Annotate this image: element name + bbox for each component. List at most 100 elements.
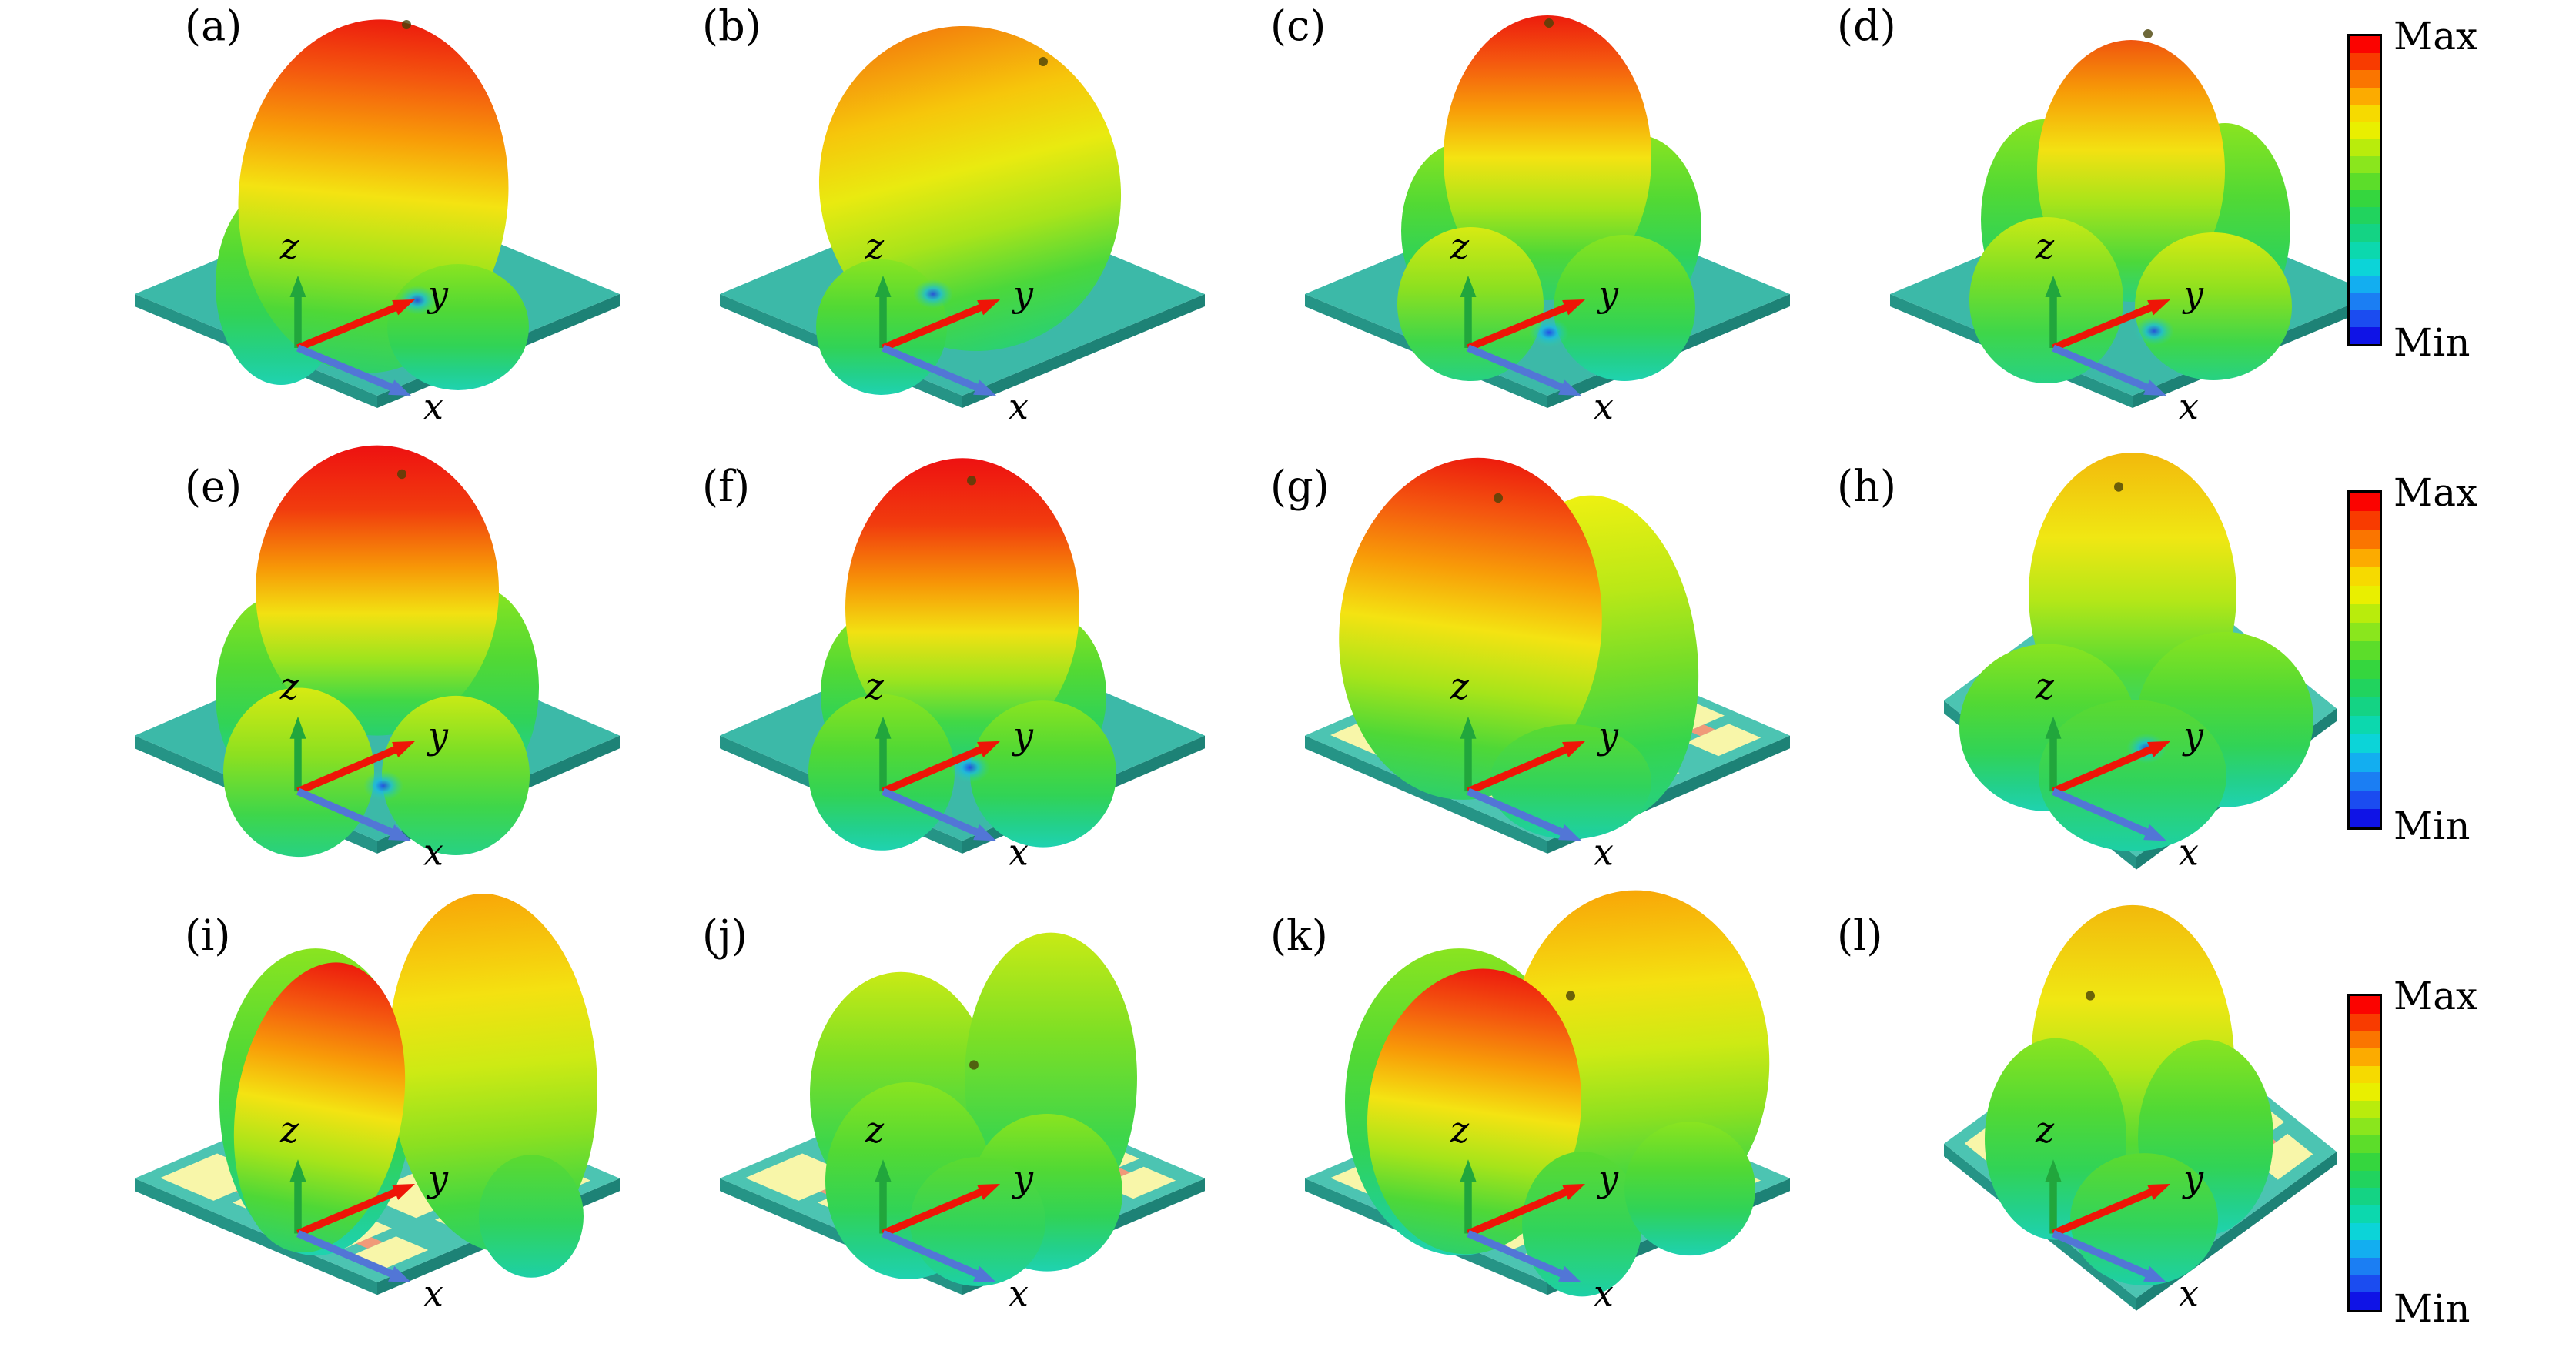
axis-triad: z y x [2035, 666, 2204, 874]
x-axis-arrow [882, 787, 996, 841]
y-axis-label: y [427, 273, 449, 315]
z-axis-arrow [289, 276, 306, 348]
z-axis-label: z [865, 666, 885, 708]
colorbar-row-1: Max Min [2347, 17, 2576, 388]
apex-dot [1494, 493, 1503, 503]
colorbar-min-label: Min [2394, 320, 2471, 365]
y-axis-label: y [427, 1158, 449, 1200]
y-axis-label: y [1597, 715, 1618, 757]
panel-a: z y x (a) [69, 0, 654, 431]
z-axis-label: z [279, 226, 299, 267]
radiation-lobe [1624, 1122, 1755, 1256]
y-axis-label: y [427, 715, 448, 757]
colorbar-band [2350, 1065, 2380, 1084]
panel-f: z y x (f) [654, 431, 1239, 878]
z-axis-label: z [865, 1108, 885, 1151]
panel-label: (a) [185, 2, 242, 50]
colorbar-max-label: Max [2394, 14, 2478, 59]
colorbar-max-label: Max [2394, 974, 2478, 1018]
axis-triad: z y x [279, 1108, 449, 1314]
colorbar-band [2350, 1205, 2380, 1223]
colorbar-band [2350, 771, 2380, 791]
axis-triad: z y x [865, 226, 1034, 427]
z-axis-arrow [875, 276, 892, 348]
colorbar-band [2350, 104, 2380, 122]
y-axis-arrow [1467, 299, 1585, 352]
colorbar-band [2350, 70, 2380, 88]
x-axis-arrow [296, 787, 411, 841]
colorbar-max-label: Max [2394, 470, 2478, 515]
panel-label: (c) [1270, 2, 1326, 50]
panel-label: (b) [702, 2, 761, 50]
radiation-lobe [2039, 700, 2226, 851]
y-axis-arrow [2052, 299, 2170, 352]
z-axis-arrow [2045, 276, 2062, 348]
colorbar-band [2350, 678, 2380, 697]
colorbar-band [2350, 567, 2380, 586]
x-axis-label: x [1009, 386, 1029, 427]
y-axis-label: y [1597, 1158, 1619, 1200]
z-axis-label: z [2035, 226, 2055, 267]
z-axis-label: z [1450, 1108, 1470, 1151]
colorbar-min-label: Min [2394, 804, 2471, 848]
colorbar-scale [2347, 490, 2382, 830]
radiation-pattern-lobes [1959, 452, 2313, 851]
null-dimple [363, 771, 403, 801]
panel-label: (g) [1270, 461, 1330, 511]
colorbar-band [2350, 1118, 2380, 1136]
axis-triad: z y x [2035, 226, 2204, 427]
colorbar-band [2350, 996, 2380, 1014]
x-axis-label: x [1594, 386, 1614, 427]
null-dimple [913, 279, 953, 309]
radiation-lobe [1339, 457, 1602, 800]
colorbar-band [2350, 1048, 2380, 1066]
colorbar-band [2350, 258, 2380, 276]
colorbar-scale [2347, 34, 2382, 346]
apex-dot [1566, 991, 1575, 1001]
colorbar-band [2350, 1013, 2380, 1031]
x-axis-label: x [1009, 832, 1029, 874]
colorbar-band [2350, 1222, 2380, 1241]
z-axis-label: z [279, 1108, 299, 1151]
y-axis-arrow [296, 299, 415, 352]
x-axis-label: x [2179, 386, 2199, 427]
colorbar-band [2350, 276, 2380, 293]
radiation-lobe [910, 1157, 1045, 1287]
axis-triad: z y x [865, 1108, 1034, 1314]
panel-label: (d) [1837, 2, 1896, 50]
panel-label: (k) [1270, 911, 1328, 961]
radiation-pattern-lobes [1345, 890, 1770, 1297]
axis-triad: z y x [865, 666, 1034, 874]
radiation-lobe [479, 1155, 584, 1278]
colorbar-band [2350, 326, 2380, 344]
y-axis-arrow [882, 741, 1000, 795]
colorbar-band [2350, 1258, 2380, 1275]
colorbar-band [2350, 808, 2380, 828]
y-axis-arrow [2052, 1184, 2170, 1237]
z-axis-label: z [279, 666, 299, 708]
apex-dot [2086, 991, 2095, 1001]
z-axis-label: z [1450, 226, 1470, 267]
y-axis-arrow [2052, 741, 2170, 795]
radiation-lobe [233, 962, 406, 1253]
radiation-lobe [845, 458, 1079, 758]
radiation-lobe [2135, 232, 2292, 380]
y-axis-arrow [1467, 741, 1585, 795]
z-axis-arrow [289, 1159, 306, 1234]
null-dimple [397, 286, 437, 315]
colorbar-band [2350, 511, 2380, 530]
radiation-lobe [387, 264, 529, 390]
x-axis-label: x [423, 1272, 443, 1315]
colorbar-band [2350, 641, 2380, 660]
panel-e: z y x (e) [69, 431, 654, 878]
colorbar-min-label: Min [2394, 1286, 2471, 1331]
radiation-lobe [1969, 217, 2123, 383]
radiation-lobe [256, 445, 499, 736]
colorbar-band [2350, 1153, 2380, 1171]
x-axis-label: x [1594, 1272, 1614, 1315]
z-axis-label: z [2035, 1108, 2055, 1151]
apex-dot [397, 469, 406, 480]
colorbar-band [2350, 309, 2380, 327]
colorbar-band [2350, 207, 2380, 225]
y-axis-arrow [882, 1184, 1000, 1237]
